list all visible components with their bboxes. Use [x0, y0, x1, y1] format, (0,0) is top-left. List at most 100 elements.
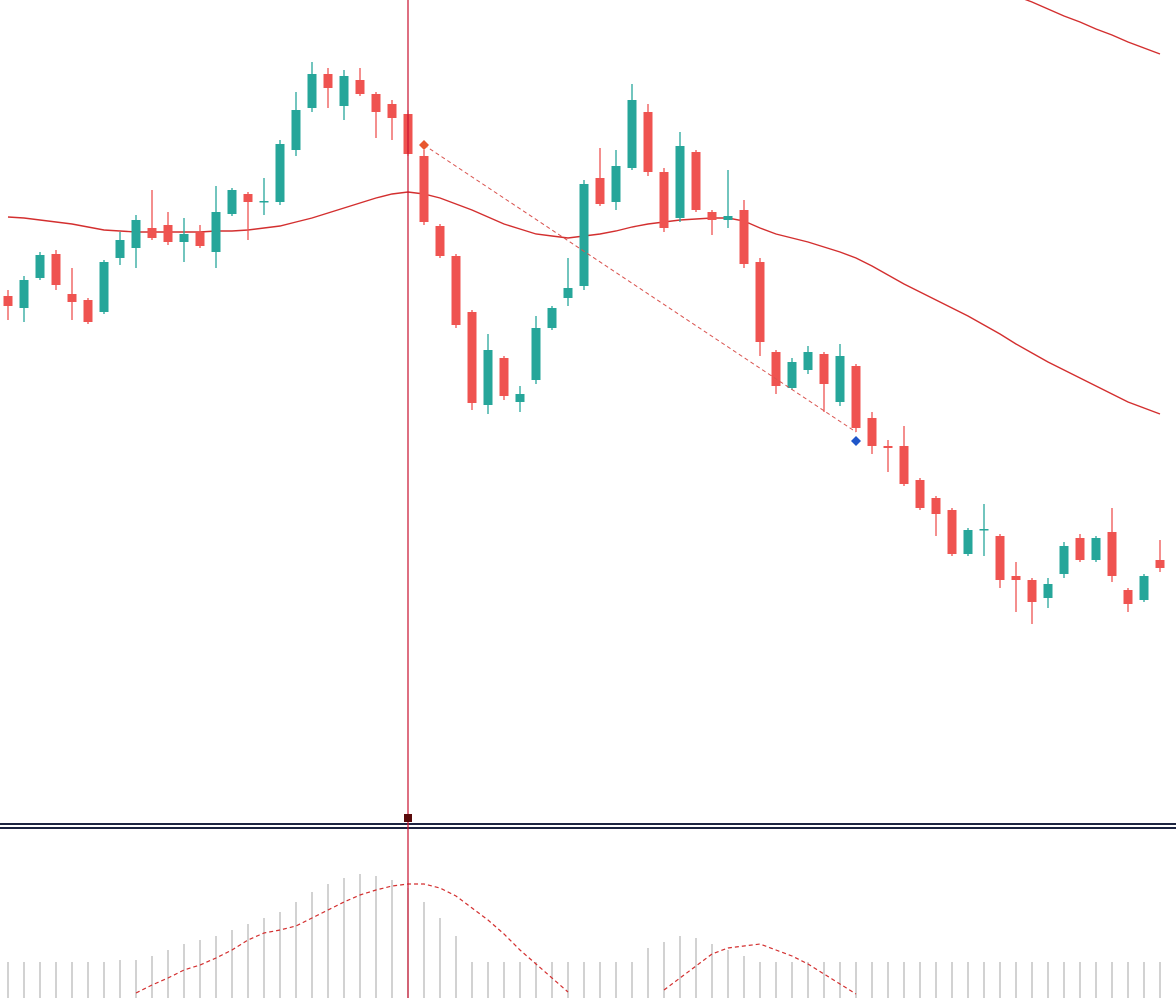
- candle-body: [675, 146, 685, 218]
- histogram-bar: [119, 960, 121, 998]
- histogram-bar: [359, 874, 361, 998]
- start-marker: [419, 140, 429, 150]
- candle-body: [883, 446, 893, 448]
- candle-body: [115, 240, 125, 258]
- histogram-bar: [999, 962, 1001, 998]
- candle-body: [131, 220, 141, 248]
- histogram-bar: [343, 878, 345, 998]
- candle-body: [995, 536, 1005, 580]
- histogram-bar: [743, 956, 745, 998]
- end-marker: [851, 436, 861, 446]
- candle-body: [1155, 560, 1165, 568]
- candle-body: [339, 76, 349, 106]
- candle-body: [483, 350, 493, 405]
- histogram-bar: [199, 940, 201, 998]
- histogram-bar: [1031, 962, 1033, 998]
- candle-body: [915, 480, 925, 508]
- candle-body: [259, 201, 269, 203]
- histogram-bar: [103, 962, 105, 998]
- candle-body: [243, 194, 253, 202]
- candle-body: [1139, 576, 1149, 600]
- trend-line: [423, 144, 857, 433]
- histogram-bar: [279, 912, 281, 998]
- histogram-bar: [519, 962, 521, 998]
- candle-body: [931, 498, 941, 514]
- histogram-bar: [919, 962, 921, 998]
- histogram-bar: [1095, 962, 1097, 998]
- histogram-bar: [567, 962, 569, 998]
- candle-body: [867, 418, 877, 446]
- histogram-bar: [71, 962, 73, 998]
- histogram-bar: [55, 962, 57, 998]
- histogram-bar: [23, 962, 25, 998]
- candle-body: [1011, 576, 1021, 580]
- histogram-bar: [1111, 962, 1113, 998]
- histogram-bar: [903, 962, 905, 998]
- candle-body: [451, 256, 461, 325]
- histogram-bar: [503, 962, 505, 998]
- candle-body: [595, 178, 605, 204]
- candle-body: [515, 394, 525, 402]
- candle-body: [947, 510, 957, 554]
- candle-body: [211, 212, 221, 252]
- histogram-bar: [167, 950, 169, 998]
- histogram-bar: [439, 918, 441, 998]
- candle-body: [371, 94, 381, 112]
- histogram-bar: [151, 956, 153, 998]
- candle-body: [35, 255, 45, 278]
- histogram-bar: [247, 924, 249, 998]
- histogram-bar: [935, 962, 937, 998]
- histogram-bar: [807, 962, 809, 998]
- histogram-bar: [631, 962, 633, 998]
- histogram-bar: [391, 880, 393, 998]
- histogram-bar: [1079, 962, 1081, 998]
- moving-average: [1024, 0, 1161, 55]
- histogram-bar: [663, 942, 665, 998]
- histogram-bar: [423, 902, 425, 998]
- candle-body: [19, 280, 29, 308]
- histogram-bar: [727, 950, 729, 998]
- candle-body: [979, 529, 989, 531]
- histogram-bar: [887, 962, 889, 998]
- candle-body: [707, 212, 717, 220]
- candle-body: [563, 288, 573, 298]
- histogram-bar: [695, 938, 697, 998]
- histogram-bar: [263, 918, 265, 998]
- candle-body: [835, 356, 845, 402]
- histogram-bar: [679, 936, 681, 998]
- candle-body: [195, 232, 205, 246]
- histogram-bar: [647, 948, 649, 998]
- histogram-bar: [183, 944, 185, 998]
- histogram-bar: [599, 962, 601, 998]
- histogram-bar: [1159, 962, 1161, 998]
- candle-body: [531, 328, 541, 380]
- histogram-bar: [967, 962, 969, 998]
- candle-body: [387, 104, 397, 118]
- candle-body: [739, 210, 749, 264]
- candle-body: [3, 296, 13, 306]
- histogram-bar: [455, 936, 457, 998]
- histogram-bar: [535, 962, 537, 998]
- candle-body: [691, 152, 701, 210]
- histogram-bar: [839, 962, 841, 998]
- candle-body: [819, 354, 829, 384]
- candle-body: [547, 308, 557, 328]
- histogram-bar: [1127, 962, 1129, 998]
- candle-body: [1123, 590, 1133, 604]
- histogram-bar: [311, 892, 313, 998]
- candle-body: [179, 234, 189, 242]
- candle-body: [227, 190, 237, 214]
- candle-body: [899, 446, 909, 484]
- histogram-bar: [7, 962, 9, 998]
- candle-body: [1059, 546, 1069, 574]
- histogram-bar: [855, 962, 857, 998]
- candle-body: [435, 226, 445, 256]
- crosshair-handle: [404, 814, 412, 822]
- histogram-bar: [327, 884, 329, 998]
- candle-body: [643, 112, 653, 172]
- histogram-bar: [1047, 962, 1049, 998]
- candle-body: [355, 80, 365, 94]
